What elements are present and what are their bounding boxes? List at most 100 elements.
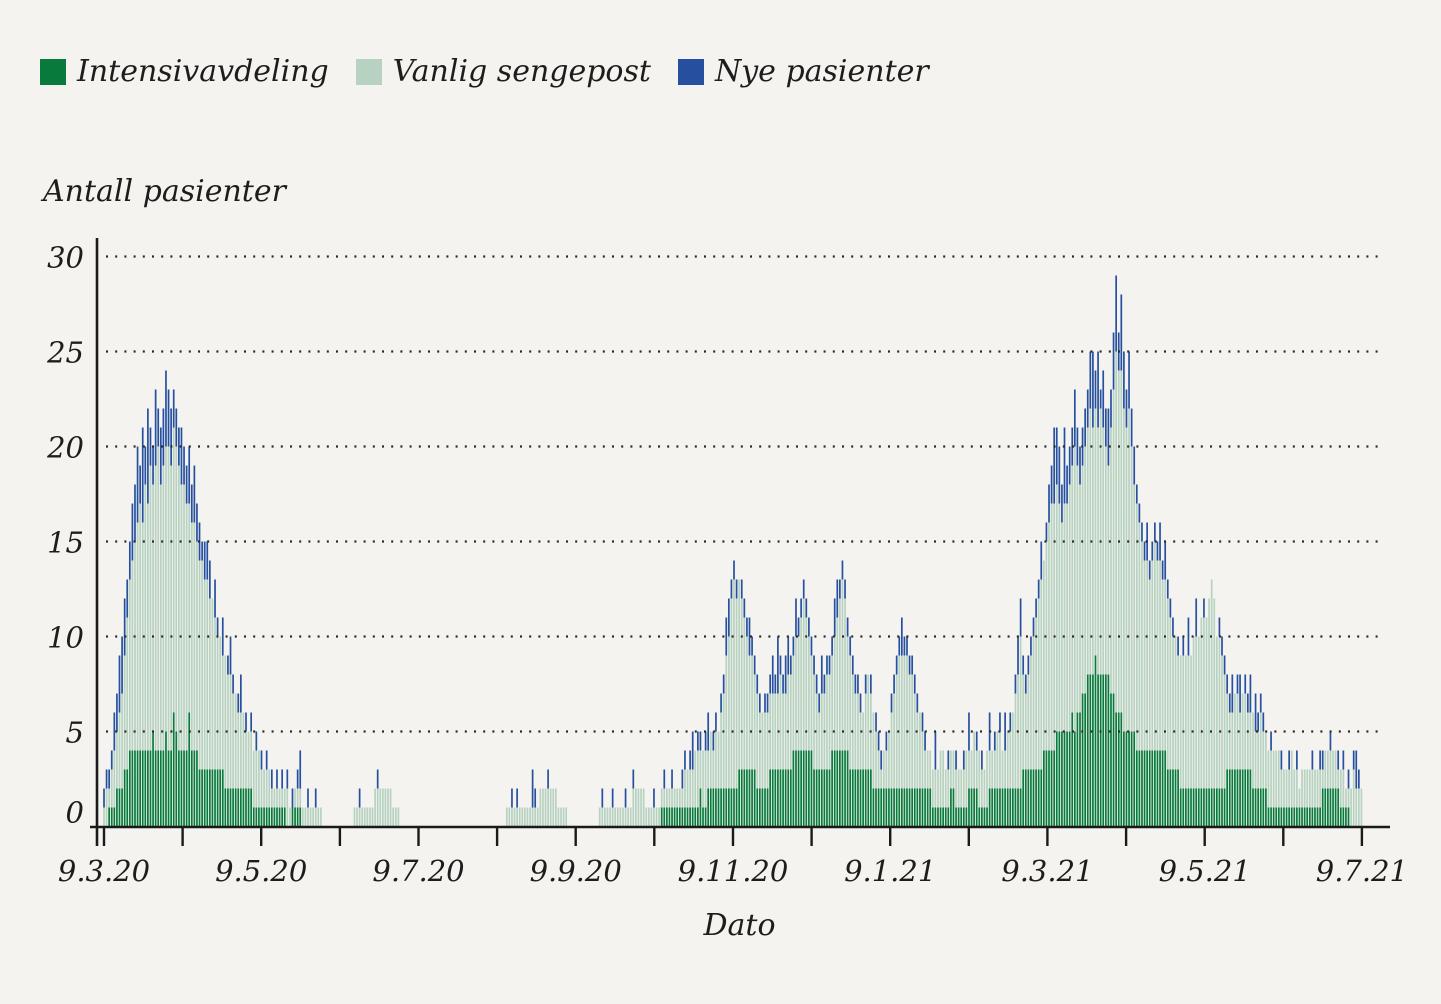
bar-segment: [913, 788, 916, 827]
bar-segment: [671, 788, 673, 808]
bar-segment: [774, 674, 777, 694]
bar-segment: [722, 788, 725, 827]
bar-segment: [113, 807, 116, 827]
bar-segment: [516, 807, 518, 827]
bar-segment: [252, 750, 255, 808]
bar-segment: [384, 788, 387, 827]
bar-segment: [198, 560, 201, 770]
bar-segment: [255, 750, 258, 808]
bar-segment: [924, 788, 926, 827]
bar-segment: [937, 807, 939, 827]
bar-segment: [1058, 503, 1061, 732]
bar-segment: [797, 636, 800, 751]
bar-segment: [276, 788, 278, 808]
bar-segment: [660, 788, 663, 808]
bar-segment: [1061, 484, 1063, 523]
bar-segment: [294, 807, 296, 827]
bar-segment: [1125, 427, 1128, 732]
bar-segment: [139, 750, 141, 827]
bar-segment: [697, 807, 699, 827]
bar-segment: [203, 579, 206, 770]
bar-segment: [756, 674, 759, 694]
bar-segment: [180, 750, 183, 827]
bar-segment: [903, 655, 906, 789]
bar-segment: [854, 769, 857, 827]
bar-segment: [663, 788, 666, 808]
bar-segment: [1246, 712, 1249, 770]
bar-segment: [299, 807, 302, 827]
bar-segment: [539, 788, 542, 827]
bar-segment: [1272, 807, 1275, 827]
bar-segment: [209, 598, 211, 770]
bar-segment: [1024, 693, 1027, 770]
bar-segment: [650, 807, 653, 827]
bar-segment: [924, 750, 926, 789]
bar-segment: [1068, 484, 1071, 732]
bar-segment: [1177, 769, 1179, 827]
bar-segment: [867, 769, 870, 827]
bar-segment: [250, 788, 253, 827]
bar-segment: [1125, 731, 1128, 827]
bar-segment: [844, 750, 846, 827]
bar-segment: [134, 750, 136, 827]
bar-segment: [1246, 769, 1249, 827]
bar-segment: [962, 807, 965, 827]
bar-segment: [1239, 712, 1241, 770]
bar-segment: [660, 807, 663, 827]
bar-segment: [725, 655, 728, 789]
bar-segment: [103, 788, 105, 808]
bar-segment: [291, 788, 294, 808]
legend-swatch-intensivavdeling: [40, 59, 66, 85]
bar-segment: [379, 788, 382, 827]
bar-segment: [1177, 655, 1179, 770]
bar-segment: [663, 807, 666, 827]
bar-segment: [1159, 560, 1161, 751]
bar-segment: [870, 769, 872, 827]
bar-segment: [1350, 788, 1352, 827]
bar-segment: [185, 465, 188, 504]
bar-segment: [544, 788, 547, 827]
bar-segment: [1107, 465, 1110, 675]
bar-segment: [611, 788, 614, 808]
bar-segment: [165, 370, 167, 447]
bar-segment: [369, 807, 371, 827]
bar-segment: [926, 750, 929, 789]
bar-segment: [1123, 351, 1125, 409]
bar-segment: [513, 807, 516, 827]
bar-segment: [147, 408, 149, 504]
bar-segment: [993, 788, 996, 827]
bar-segment: [562, 807, 565, 827]
bar-segment: [237, 788, 240, 827]
bar-segment: [534, 788, 537, 808]
bar-segment: [1226, 693, 1229, 770]
bar-segment: [1123, 731, 1125, 827]
bar-segment: [278, 807, 281, 827]
bar-segment: [268, 769, 271, 808]
bar-segment: [1161, 750, 1164, 827]
bar-segment: [219, 636, 222, 770]
bar-segment: [1296, 750, 1298, 770]
bar-segment: [952, 788, 955, 827]
bar-segment: [1135, 503, 1138, 751]
bar-segment: [108, 788, 111, 808]
bar-segment: [800, 750, 802, 827]
bar-segment: [846, 636, 849, 751]
bar-segment: [1221, 788, 1223, 827]
bar-segment: [1288, 807, 1290, 827]
bar-segment: [1081, 465, 1084, 694]
bar-segment: [549, 788, 552, 827]
bar-segment: [1308, 769, 1311, 808]
bar-segment: [999, 788, 1001, 827]
bar-segment: [766, 693, 769, 713]
bar-segment: [214, 617, 216, 770]
bar-segment: [1035, 769, 1037, 827]
bar-segment: [240, 712, 242, 789]
bar-segment: [389, 788, 392, 827]
bar-segment: [1358, 788, 1360, 827]
bar-segment: [939, 750, 942, 808]
bar-segment: [268, 807, 271, 827]
bar-segment: [1244, 769, 1247, 827]
bar-segment: [1239, 674, 1241, 713]
bar-segment: [157, 750, 160, 827]
bar-segment: [715, 712, 717, 732]
